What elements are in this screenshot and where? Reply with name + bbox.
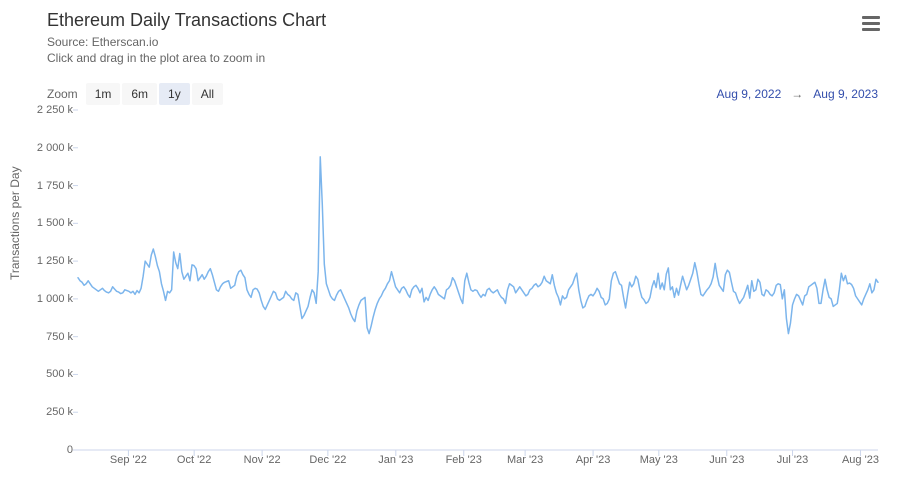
date-range: Aug 9, 2022 → Aug 9, 2023 [717,87,878,101]
y-tick-label: 250 k [13,406,73,418]
subtitle-source: Source: Etherscan.io [47,35,158,49]
chart-subtitle: Source: Etherscan.io Click and drag in t… [47,35,883,66]
y-tick-label: 0 [13,444,73,456]
y-tick-label: 750 k [13,331,73,343]
controls-row: Zoom 1m6m1yAll Aug 9, 2022 → Aug 9, 2023 [47,82,878,106]
y-tick-label: 1 500 k [13,217,73,229]
zoom-button-1m[interactable]: 1m [86,83,121,105]
chart-title: Ethereum Daily Transactions Chart [47,10,883,31]
y-tick-label: 2 000 k [13,142,73,154]
plot-area[interactable] [78,110,878,450]
y-tick-label: 500 k [13,368,73,380]
subtitle-hint: Click and drag in the plot area to zoom … [47,51,265,65]
chart-header: Ethereum Daily Transactions Chart Source… [47,10,883,66]
chart-svg [78,110,878,450]
y-tick-label: 1 000 k [13,293,73,305]
date-range-arrow-icon: → [791,87,803,101]
date-from[interactable]: Aug 9, 2022 [717,87,782,101]
y-tick-label: 1 750 k [13,180,73,192]
series-line [78,157,878,334]
export-menu-button[interactable] [859,12,883,34]
date-to[interactable]: Aug 9, 2023 [813,87,878,101]
y-tick-label: 1 250 k [13,255,73,267]
zoom-label: Zoom [47,87,78,101]
y-tick-label: 2 250 k [13,104,73,116]
zoom-button-6m[interactable]: 6m [122,83,157,105]
zoom-button-all[interactable]: All [192,83,223,105]
zoom-button-1y[interactable]: 1y [159,83,190,105]
chart-container: Ethereum Daily Transactions Chart Source… [0,0,903,503]
